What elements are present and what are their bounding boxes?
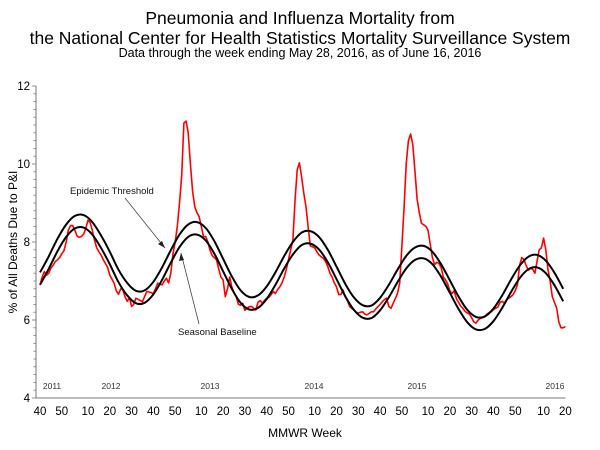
annotation-arrow-baseline — [180, 252, 200, 325]
annotation-arrow-threshold — [124, 197, 166, 249]
x-tick-label: 30 — [465, 406, 478, 418]
x-tick-label: 30 — [125, 406, 138, 418]
x-tick-label: 30 — [239, 406, 252, 418]
observed-pi-line — [39, 120, 566, 329]
x-tick-label: 40 — [487, 406, 500, 418]
x-tick-label: 20 — [559, 406, 572, 418]
x-tick-label: 20 — [330, 406, 343, 418]
x-tick-label: 10 — [308, 406, 321, 418]
x-tick-label: 30 — [352, 406, 365, 418]
annotation-epidemic-threshold: Epidemic Threshold — [70, 186, 154, 197]
y-axis-label: % of All Deaths Due to P&I — [6, 171, 20, 314]
chart-title: Pneumonia and Influenza Mortality from — [145, 8, 455, 28]
y-tick-label: 8 — [24, 237, 30, 249]
arrowhead-icon — [179, 253, 184, 261]
x-tick-label: 50 — [395, 406, 408, 418]
year-label: 2011 — [43, 381, 62, 391]
x-tick-label: 50 — [509, 406, 522, 418]
y-tick-label: 10 — [17, 159, 30, 171]
year-label: 2015 — [408, 381, 427, 391]
x-tick-label: 10 — [422, 406, 435, 418]
x-tick-label: 50 — [55, 406, 68, 418]
year-label: 2012 — [102, 381, 121, 391]
x-tick-label: 50 — [282, 406, 295, 418]
year-label: 2013 — [201, 381, 220, 391]
x-tick-label: 40 — [34, 406, 47, 418]
year-label: 2014 — [305, 381, 324, 391]
annotation-seasonal-baseline: Seasonal Baseline — [178, 327, 257, 338]
x-tick-label: 10 — [537, 406, 550, 418]
chart-subtitle: Data through the week ending May 28, 201… — [118, 46, 482, 60]
seasonal-baseline-line — [39, 225, 565, 332]
x-tick-label: 40 — [260, 406, 273, 418]
x-tick-label: 40 — [374, 406, 387, 418]
y-tick-label: 4 — [24, 393, 31, 405]
x-tick-label: 10 — [82, 406, 95, 418]
year-label: 2016 — [546, 381, 565, 391]
x-tick-label: 10 — [195, 406, 208, 418]
x-tick-label: 20 — [217, 406, 230, 418]
y-tick-label: 6 — [24, 315, 30, 327]
arrowhead-icon — [158, 241, 165, 248]
chart-title-line2: the National Center for Health Statistic… — [29, 28, 571, 48]
x-tick-label: 20 — [443, 406, 456, 418]
x-axis-label: MMWR Week — [268, 426, 343, 440]
x-tick-label: 40 — [147, 406, 160, 418]
y-tick-label: 12 — [17, 81, 30, 93]
x-tick-label: 50 — [169, 406, 182, 418]
x-tick-label: 20 — [103, 406, 116, 418]
epidemic-threshold-line — [39, 213, 565, 319]
